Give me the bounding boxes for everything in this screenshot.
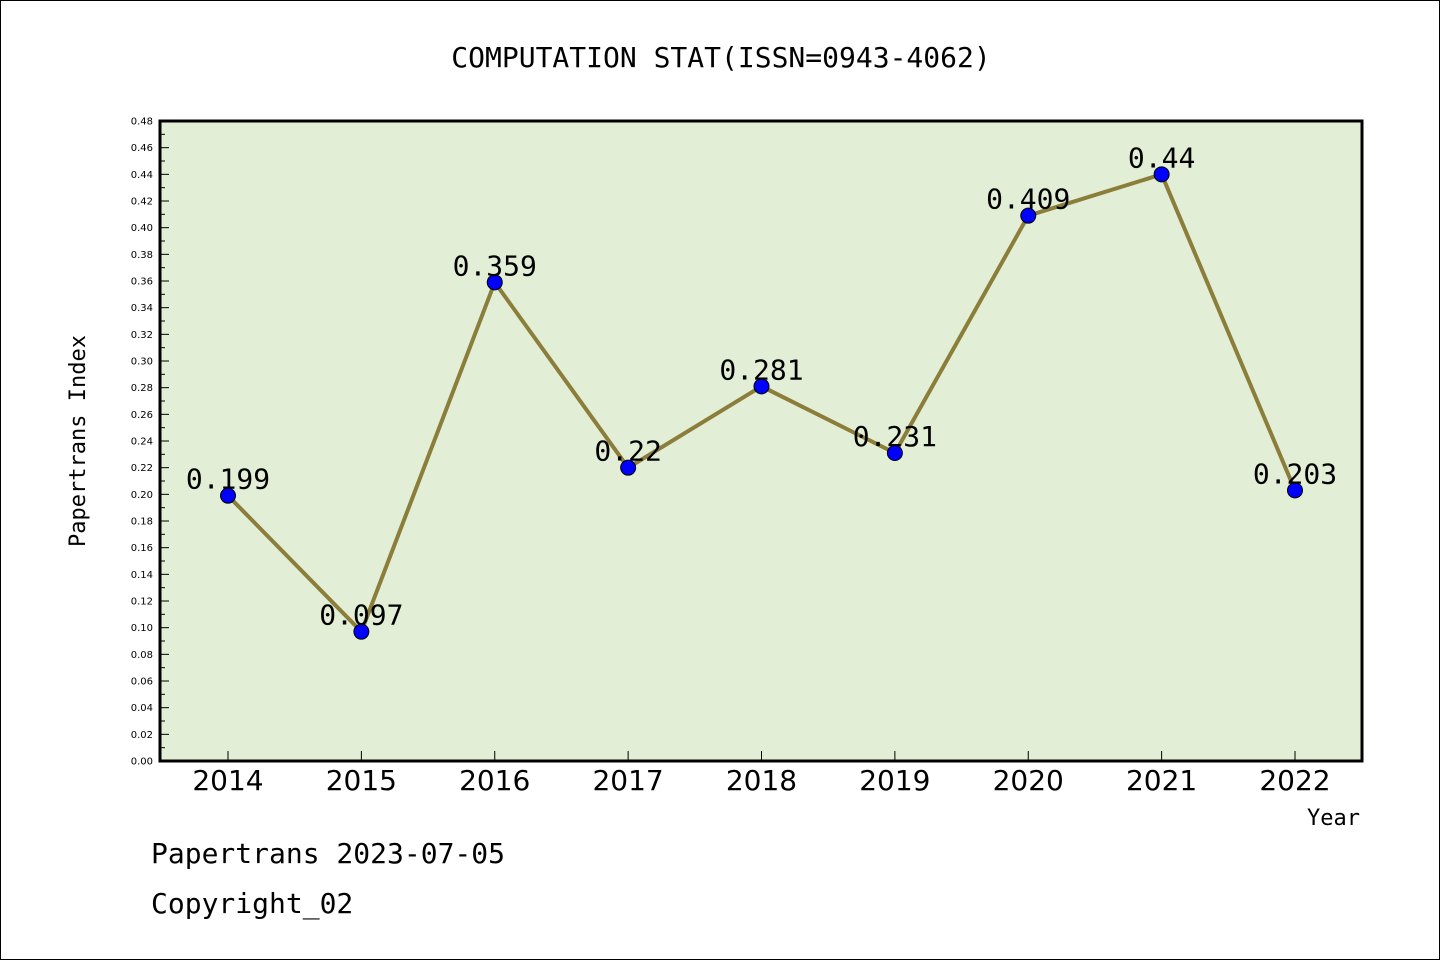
y-tick-label: 0.48 [131, 117, 153, 128]
data-point [486, 274, 503, 291]
x-tick-label: 2016 [459, 764, 530, 797]
y-tick-label: 0.10 [131, 623, 153, 634]
y-tick-label: 0.16 [131, 543, 153, 554]
y-tick-label: 0.18 [131, 517, 153, 528]
y-tick-label: 0.32 [131, 330, 153, 341]
y-tick-label: 0.22 [131, 463, 153, 474]
y-tick-label: 0.46 [131, 143, 153, 154]
data-point [353, 623, 370, 640]
y-tick-label: 0.38 [131, 250, 153, 261]
x-tick-label: 2014 [192, 764, 263, 797]
x-tick-label: 2022 [1259, 764, 1330, 797]
x-tick-label: 2019 [859, 764, 930, 797]
y-tick-label: 0.44 [131, 170, 153, 181]
data-label: 0.359 [453, 249, 537, 282]
y-tick-label: 0.24 [131, 437, 153, 448]
y-tick-label: 0.28 [131, 383, 153, 394]
y-tick-label: 0.20 [131, 490, 153, 501]
plot-area [158, 119, 1364, 763]
footer-date: Papertrans 2023-07-05 [151, 837, 506, 870]
y-tick-label: 0.12 [131, 597, 153, 608]
x-axis-title: Year [1307, 806, 1360, 831]
data-label: 0.199 [186, 463, 270, 496]
data-label: 0.203 [1253, 457, 1337, 490]
data-label: 0.231 [853, 420, 937, 453]
data-point [220, 487, 236, 504]
y-tick-label: 0.26 [131, 410, 153, 421]
y-tick-label: 0.34 [131, 303, 153, 314]
data-label: 0.097 [319, 599, 403, 632]
footer-copyright: Copyright_02 [151, 887, 354, 920]
data-point [886, 445, 903, 461]
x-tick-label: 2021 [1126, 764, 1197, 797]
x-tick-label: 2015 [326, 764, 397, 797]
data-point [753, 378, 770, 395]
y-tick-label: 0.08 [131, 650, 153, 661]
y-tick-label: 0.30 [131, 357, 153, 368]
x-tick-label: 2020 [993, 764, 1064, 797]
y-tick-label: 0.14 [131, 570, 153, 581]
y-tick-label: 0.40 [131, 223, 153, 234]
data-label: 0.44 [1128, 141, 1195, 174]
y-axis-title: Papertrans Index [66, 335, 91, 547]
y-tick-label: 0.42 [131, 197, 153, 208]
x-axis: 2014 2015 2016 2017 2018 2019 2020 2021 2022 [192, 751, 1331, 797]
data-point [1020, 207, 1037, 224]
data-label: 0.22 [594, 435, 661, 468]
y-tick-label: 0.00 [131, 757, 153, 768]
series-layer [220, 166, 1303, 640]
data-label: 0.281 [719, 353, 803, 386]
x-tick-label: 2018 [726, 764, 797, 797]
plot-background [158, 119, 1364, 763]
y-tick-label: 0.06 [131, 677, 153, 688]
x-tick-label: 2017 [592, 764, 663, 797]
y-axis: 0.00 0.02 0.04 0.06 0.08 0.10 0.12 0.14 0.16 0.18… [131, 117, 169, 768]
y-tick-label: 0.36 [131, 277, 153, 288]
data-labels: 0.199 0.097 0.359 0.22 0.281 0.231 0.409 0.44 0.… [186, 141, 1337, 631]
data-point [1153, 166, 1170, 183]
y-tick-label: 0.02 [131, 730, 153, 741]
data-label: 0.409 [986, 183, 1070, 216]
y-tick-label: 0.04 [131, 703, 153, 714]
data-point [620, 459, 637, 476]
chart-title: COMPUTATION STAT(ISSN=0943-4062) [451, 41, 990, 74]
data-point [1287, 482, 1303, 499]
